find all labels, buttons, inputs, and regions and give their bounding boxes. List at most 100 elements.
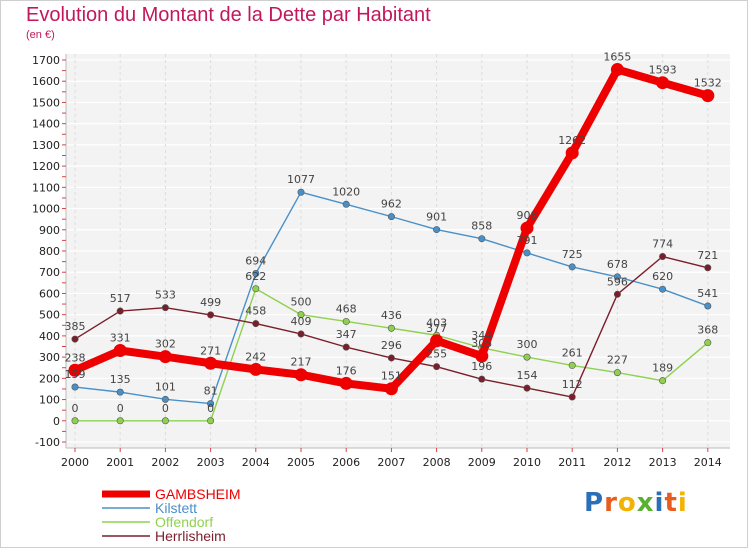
legend-label: Herrlisheim — [155, 528, 226, 544]
data-point — [204, 356, 218, 370]
data-label: 227 — [607, 354, 628, 367]
data-label: 678 — [607, 258, 628, 271]
x-tick-label: 2013 — [649, 456, 677, 469]
data-point — [342, 200, 350, 208]
y-tick-label: 400 — [39, 330, 60, 343]
data-point — [613, 369, 621, 377]
series-gambsheim — [68, 63, 715, 396]
y-tick-label: 1600 — [32, 75, 60, 88]
data-label: 1532 — [694, 77, 722, 90]
data-label: 302 — [155, 338, 176, 351]
x-tick-label: 2000 — [61, 456, 89, 469]
data-label: 774 — [652, 238, 673, 251]
data-label: 1593 — [649, 64, 677, 77]
x-tick-label: 2003 — [197, 456, 225, 469]
y-tick-label: 800 — [39, 245, 60, 258]
data-point — [565, 146, 579, 160]
data-point — [659, 285, 667, 293]
data-point — [297, 311, 305, 319]
data-label: 962 — [381, 198, 402, 211]
data-point — [249, 362, 263, 376]
data-point — [207, 311, 215, 319]
logo-letter: r — [604, 488, 618, 518]
legend-label: GAMBSHEIM — [155, 486, 241, 502]
data-point — [207, 417, 215, 425]
data-point — [387, 213, 395, 221]
data-label: 271 — [200, 344, 221, 357]
data-label: 296 — [381, 339, 402, 352]
data-label: 154 — [517, 369, 538, 382]
y-tick-label: -100 — [35, 436, 60, 449]
data-point — [161, 304, 169, 312]
chart-subtitle: (en €) — [26, 29, 55, 41]
data-label: 0 — [117, 402, 124, 415]
y-tick-label: 1200 — [32, 160, 60, 173]
y-tick-label: 900 — [39, 224, 60, 237]
data-point — [294, 368, 308, 382]
data-label: 596 — [607, 275, 628, 288]
logo-letter: i — [677, 488, 688, 518]
data-label: 385 — [65, 320, 86, 333]
data-label: 217 — [291, 356, 312, 369]
data-point — [384, 382, 398, 396]
data-label: 331 — [110, 332, 131, 345]
data-label: 0 — [162, 402, 169, 415]
data-label: 196 — [471, 360, 492, 373]
y-tick-label: 600 — [39, 287, 60, 300]
data-label: 436 — [381, 309, 402, 322]
logo-letter: o — [617, 488, 637, 518]
chart-title: Evolution du Montant de la Dette par Hab… — [26, 4, 431, 26]
data-label: 908 — [517, 209, 538, 222]
data-point — [252, 285, 260, 293]
data-point — [433, 226, 441, 234]
data-point — [158, 350, 172, 364]
logo-letter: P — [584, 488, 605, 518]
y-tick-label: 1500 — [32, 96, 60, 109]
data-label: 112 — [562, 378, 583, 391]
data-label: 499 — [200, 296, 221, 309]
data-point — [430, 334, 444, 348]
data-label: 255 — [426, 348, 447, 361]
data-label: 541 — [697, 287, 718, 300]
x-tick-label: 2007 — [377, 456, 405, 469]
data-point — [297, 330, 305, 338]
data-point — [252, 320, 260, 328]
data-label: 344 — [471, 329, 492, 342]
x-tick-label: 2008 — [423, 456, 451, 469]
legend-label: Offendorf — [155, 514, 213, 530]
data-point — [523, 353, 531, 361]
data-point — [568, 361, 576, 369]
data-point — [568, 393, 576, 401]
x-tick-label: 2001 — [106, 456, 134, 469]
data-point — [116, 388, 124, 396]
data-label: 858 — [471, 220, 492, 233]
data-label: 377 — [426, 322, 447, 335]
data-point — [342, 317, 350, 325]
x-tick-label: 2011 — [558, 456, 586, 469]
x-tick-label: 2004 — [242, 456, 270, 469]
data-point — [704, 339, 712, 347]
data-label: 151 — [381, 370, 402, 383]
data-point — [387, 324, 395, 332]
data-point — [478, 235, 486, 243]
data-point — [433, 363, 441, 371]
data-label: 620 — [652, 270, 673, 283]
legend-label: Kilstett — [155, 500, 197, 516]
data-point — [610, 63, 624, 77]
data-label: 622 — [245, 270, 266, 283]
x-tick-label: 2012 — [603, 456, 631, 469]
data-label: 81 — [204, 385, 218, 398]
data-point — [659, 377, 667, 385]
data-label: 1655 — [603, 51, 631, 64]
data-point — [116, 307, 124, 315]
logo-letter: t — [664, 488, 678, 518]
data-point — [613, 290, 621, 298]
data-point — [207, 400, 215, 408]
y-tick-label: 1700 — [32, 54, 60, 67]
x-tick-label: 2006 — [332, 456, 360, 469]
data-point — [252, 269, 260, 277]
data-point — [523, 384, 531, 392]
data-point — [339, 376, 353, 390]
data-point — [523, 249, 531, 257]
